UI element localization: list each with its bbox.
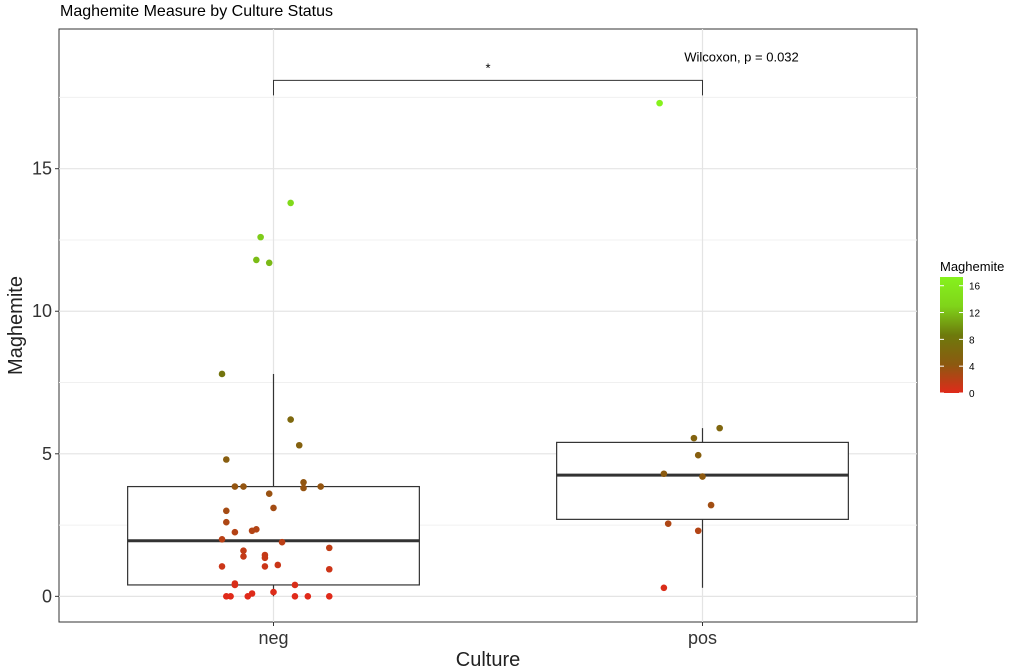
data-point [274, 561, 282, 569]
data-point [656, 99, 663, 107]
data-point [270, 504, 277, 512]
data-point [248, 527, 256, 535]
significance-bracket [273, 79, 703, 96]
data-point [248, 590, 256, 597]
legend-colorbar [940, 277, 963, 393]
x-axis-title: Culture [456, 649, 520, 671]
data-point [223, 518, 230, 526]
box-iqr [556, 441, 849, 520]
significance-label: * [485, 60, 490, 75]
data-point [694, 527, 702, 535]
data-point [278, 538, 286, 546]
data-point [265, 490, 273, 498]
y-tick-label: 15 [32, 159, 52, 179]
data-point [304, 593, 312, 600]
data-point [287, 416, 294, 423]
data-points [218, 99, 723, 600]
data-point [223, 456, 230, 463]
axes: 0 5 10 15 neg pos Culture Maghemite [5, 159, 717, 671]
data-point [317, 483, 324, 490]
data-point [694, 451, 702, 459]
data-point [261, 563, 269, 570]
data-point [325, 565, 333, 573]
x-tick-label: pos [688, 628, 717, 648]
data-point [291, 581, 299, 589]
data-point [240, 483, 247, 490]
data-point [240, 553, 247, 560]
y-tick-label: 0 [42, 586, 52, 606]
data-point [660, 470, 668, 478]
boxes [127, 373, 849, 597]
data-point [660, 584, 668, 592]
data-point [231, 528, 239, 536]
data-point [218, 370, 226, 378]
data-point [295, 441, 303, 449]
color-legend: Maghemite 0 4 8 12 16 [940, 259, 1004, 400]
data-point [261, 554, 269, 562]
data-point [257, 233, 264, 241]
y-axis-title: Maghemite [5, 276, 27, 375]
data-point [231, 483, 239, 490]
data-point [716, 424, 723, 432]
data-point [300, 484, 307, 492]
grid-lines [59, 29, 917, 622]
data-point [223, 507, 230, 515]
data-point [270, 588, 277, 596]
data-point [227, 593, 234, 600]
box-iqr [127, 485, 420, 586]
data-point [325, 544, 333, 552]
data-point [300, 479, 307, 486]
data-point [287, 199, 294, 207]
data-point [240, 547, 247, 555]
legend-tick-label: 4 [969, 362, 975, 373]
test-label: Wilcoxon, p = 0.032 [684, 49, 799, 64]
y-tick-label: 5 [42, 444, 52, 464]
data-point [265, 259, 273, 267]
chart-title: Maghemite Measure by Culture Status [60, 3, 334, 20]
y-tick-label: 10 [32, 301, 52, 321]
data-point [699, 473, 706, 480]
legend-tick-label: 12 [969, 309, 981, 320]
legend-tick-label: 16 [969, 282, 981, 293]
data-point [218, 536, 226, 543]
data-point [291, 593, 299, 600]
legend-title: Maghemite [940, 259, 1004, 274]
annotations: * Wilcoxon, p = 0.032 [273, 49, 799, 96]
data-point [253, 256, 260, 264]
data-point [664, 520, 672, 527]
data-point [690, 434, 698, 442]
legend-tick-label: 8 [969, 335, 975, 346]
data-point [218, 563, 226, 570]
data-point [231, 581, 239, 589]
data-point [325, 593, 333, 600]
legend-tick-label: 0 [969, 389, 975, 400]
data-point [707, 501, 715, 509]
x-tick-label: neg [258, 628, 288, 648]
